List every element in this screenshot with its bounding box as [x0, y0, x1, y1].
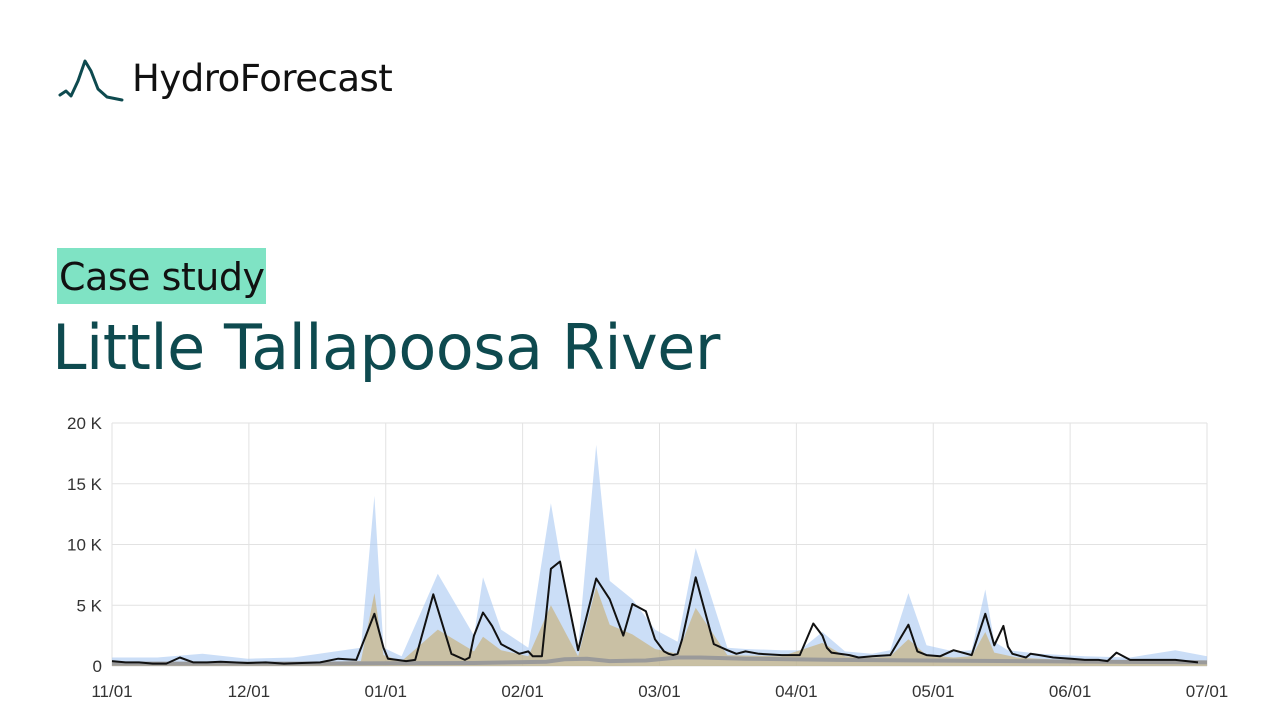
x-tick-label: 07/01 — [1186, 682, 1229, 701]
x-tick-label: 11/01 — [91, 682, 132, 701]
y-tick-label: 15 K — [67, 475, 103, 494]
streamflow-chart: 20 K 15 K 10 K 5 K 0 11/01 12/01 01/01 02/01 03/… — [67, 414, 1228, 701]
brand-logo: HydroForecast — [58, 52, 393, 104]
x-axis-ticks: 11/01 12/01 01/01 02/01 03/01 04/01 05/01 06/01… — [91, 682, 1228, 701]
x-tick-label: 06/01 — [1049, 682, 1092, 701]
baseline-line — [112, 655, 1208, 666]
page-title: Little Tallapoosa River — [52, 311, 720, 384]
y-axis-ticks: 20 K 15 K 10 K 5 K 0 — [67, 414, 103, 676]
brand-name: HydroForecast — [132, 56, 393, 100]
observed-line — [111, 560, 1199, 665]
case-study-badge: Case study — [57, 248, 267, 304]
y-tick-label: 5 K — [76, 596, 102, 615]
hydrograph-peak-icon — [58, 59, 124, 102]
chart-lines — [111, 560, 1208, 666]
forecast-bands — [112, 444, 1207, 666]
y-tick-label: 20 K — [67, 414, 103, 433]
x-tick-label: 04/01 — [775, 682, 818, 701]
chart-grid — [111, 422, 1208, 667]
x-tick-label: 03/01 — [638, 682, 681, 701]
y-tick-label: 10 K — [67, 536, 103, 555]
x-tick-label: 05/01 — [912, 682, 955, 701]
forecast-band-median — [112, 587, 1207, 666]
x-tick-label: 02/01 — [501, 682, 544, 701]
x-tick-label: 01/01 — [364, 682, 407, 701]
y-tick-label: 0 — [93, 657, 102, 676]
x-tick-label: 12/01 — [228, 682, 271, 701]
